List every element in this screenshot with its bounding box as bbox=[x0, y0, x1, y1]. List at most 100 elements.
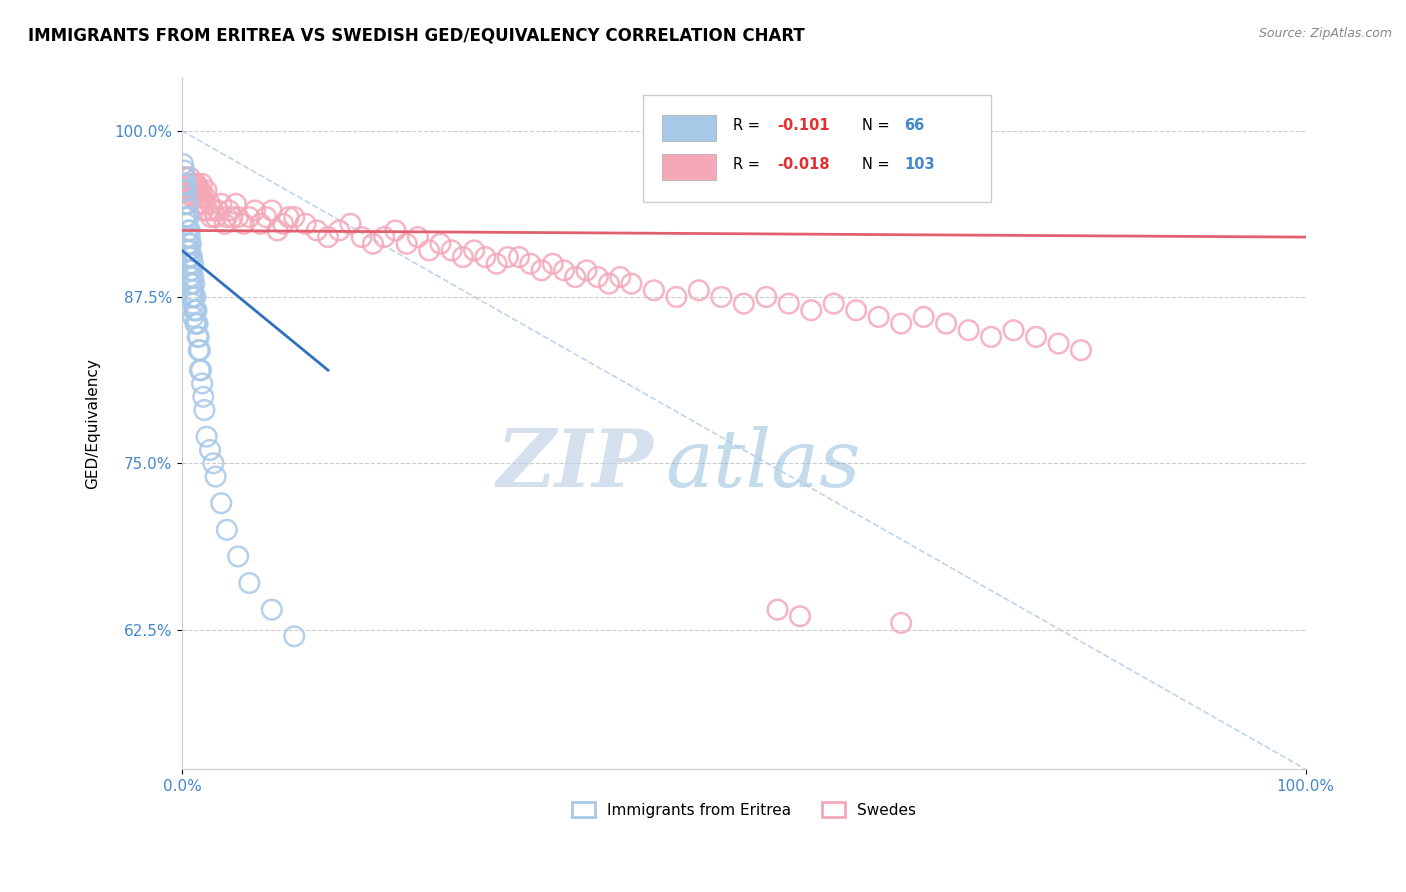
Bar bbox=[662, 153, 716, 180]
Text: 103: 103 bbox=[904, 157, 935, 172]
Point bbox=[373, 230, 395, 244]
Point bbox=[184, 184, 207, 198]
Legend: Immigrants from Eritrea, Swedes: Immigrants from Eritrea, Swedes bbox=[565, 796, 922, 824]
Point bbox=[226, 210, 249, 224]
Point bbox=[586, 270, 609, 285]
Point bbox=[179, 223, 201, 237]
Point bbox=[187, 330, 209, 344]
Point bbox=[177, 210, 200, 224]
Point bbox=[179, 170, 201, 185]
Point bbox=[316, 230, 339, 244]
Point bbox=[187, 317, 209, 331]
Point bbox=[225, 197, 247, 211]
Point bbox=[209, 496, 232, 510]
Point bbox=[190, 184, 212, 198]
Point bbox=[202, 203, 225, 218]
Point bbox=[1002, 323, 1025, 337]
Point bbox=[181, 184, 204, 198]
Point bbox=[429, 236, 451, 251]
Point bbox=[519, 257, 541, 271]
Text: N =: N = bbox=[862, 157, 894, 172]
Point bbox=[193, 197, 215, 211]
Point bbox=[180, 263, 202, 277]
Point bbox=[173, 163, 195, 178]
Point bbox=[328, 223, 350, 237]
Point bbox=[710, 290, 733, 304]
Point bbox=[176, 210, 198, 224]
Point bbox=[890, 317, 912, 331]
Point bbox=[173, 184, 195, 198]
Point bbox=[957, 323, 980, 337]
Point bbox=[215, 210, 238, 224]
Point bbox=[200, 210, 222, 224]
Point bbox=[191, 376, 214, 391]
Point bbox=[260, 203, 283, 218]
Point bbox=[271, 217, 294, 231]
Point bbox=[174, 210, 197, 224]
Point bbox=[541, 257, 564, 271]
Point bbox=[180, 250, 202, 264]
Point bbox=[845, 303, 868, 318]
Point bbox=[202, 456, 225, 470]
Point bbox=[184, 317, 207, 331]
Point bbox=[180, 236, 202, 251]
Point bbox=[176, 177, 198, 191]
Point bbox=[209, 197, 232, 211]
Point bbox=[789, 609, 811, 624]
Point bbox=[181, 257, 204, 271]
Text: atlas: atlas bbox=[665, 426, 860, 504]
Point bbox=[238, 210, 260, 224]
Text: 66: 66 bbox=[904, 119, 925, 134]
Point bbox=[361, 236, 384, 251]
Point bbox=[620, 277, 643, 291]
Point bbox=[186, 177, 208, 191]
Point bbox=[485, 257, 508, 271]
Point bbox=[339, 217, 361, 231]
Point bbox=[191, 190, 214, 204]
Point bbox=[181, 190, 204, 204]
Point bbox=[564, 270, 586, 285]
Point bbox=[463, 244, 485, 258]
Point bbox=[254, 210, 277, 224]
Point bbox=[177, 177, 200, 191]
Point bbox=[183, 290, 205, 304]
Point bbox=[980, 330, 1002, 344]
Point bbox=[184, 177, 207, 191]
Point bbox=[218, 203, 240, 218]
Point bbox=[180, 277, 202, 291]
Point bbox=[173, 184, 195, 198]
Point bbox=[195, 430, 218, 444]
Point bbox=[198, 442, 221, 457]
Point bbox=[176, 184, 198, 198]
Point bbox=[384, 223, 406, 237]
Point bbox=[418, 244, 440, 258]
Point bbox=[179, 257, 201, 271]
Point bbox=[186, 303, 208, 318]
Point bbox=[176, 197, 198, 211]
Point bbox=[179, 244, 201, 258]
Point bbox=[935, 317, 957, 331]
Point bbox=[451, 250, 474, 264]
Point bbox=[474, 250, 496, 264]
Point bbox=[688, 283, 710, 297]
Text: R =: R = bbox=[733, 157, 763, 172]
Point bbox=[190, 363, 212, 377]
Point bbox=[207, 203, 229, 218]
Point bbox=[176, 230, 198, 244]
Point bbox=[183, 190, 205, 204]
Point bbox=[181, 310, 204, 324]
Point bbox=[193, 403, 215, 417]
Point bbox=[598, 277, 620, 291]
Point bbox=[305, 223, 328, 237]
Point bbox=[176, 197, 198, 211]
Point bbox=[406, 230, 429, 244]
Point bbox=[177, 223, 200, 237]
Point bbox=[778, 296, 800, 310]
Text: Source: ZipAtlas.com: Source: ZipAtlas.com bbox=[1258, 27, 1392, 40]
Point bbox=[181, 250, 204, 264]
FancyBboxPatch shape bbox=[643, 95, 991, 202]
Point bbox=[186, 184, 208, 198]
Text: -0.101: -0.101 bbox=[778, 119, 830, 134]
Point bbox=[173, 170, 195, 185]
Point bbox=[183, 277, 205, 291]
